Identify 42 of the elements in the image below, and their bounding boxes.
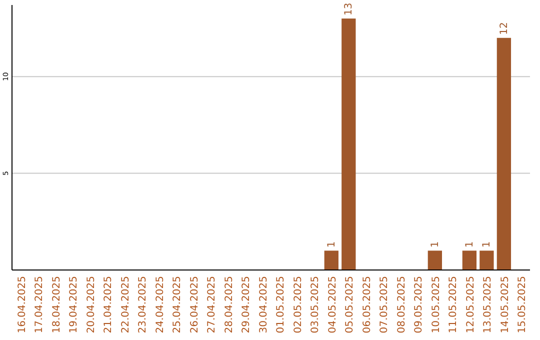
data-label: 1 xyxy=(326,241,338,248)
x-tick-label: 21.04.2025 xyxy=(103,276,114,334)
bar xyxy=(462,250,477,270)
bar xyxy=(324,250,338,270)
x-tick-label: 01.05.2025 xyxy=(276,276,287,334)
x-tick-label: 17.04.2025 xyxy=(34,276,46,334)
x-tick-label: 02.05.2025 xyxy=(292,276,304,334)
x-tick-label: 26.04.2025 xyxy=(189,276,200,334)
x-tick-label: 08.05.2025 xyxy=(396,276,408,334)
x-tick-label: 13.05.2025 xyxy=(482,276,494,334)
bar xyxy=(428,250,442,270)
x-tick-label: 18.04.2025 xyxy=(51,276,62,334)
x-tick-label: 22.04.2025 xyxy=(120,276,132,334)
data-label: 1 xyxy=(482,241,493,248)
x-tick-label: 19.04.2025 xyxy=(68,276,80,334)
x-tick-label: 11.05.2025 xyxy=(448,276,460,334)
x-tick-label: 20.04.2025 xyxy=(86,276,97,334)
bar xyxy=(496,38,512,270)
x-tick-label: 25.04.2025 xyxy=(172,276,184,334)
x-tick-label: 28.04.2025 xyxy=(224,276,235,334)
x-tick-label: 24.04.2025 xyxy=(154,276,166,334)
bar xyxy=(342,18,356,270)
x-tick-label: 30.04.2025 xyxy=(258,276,270,334)
data-label: 1 xyxy=(430,241,441,248)
x-tick-label: 27.04.2025 xyxy=(206,276,218,334)
x-tick-label: 29.04.2025 xyxy=(241,276,252,334)
x-tick-label: 14.05.2025 xyxy=(500,276,511,334)
x-tick-label: 03.05.2025 xyxy=(310,276,322,334)
data-label: 13 xyxy=(344,2,355,16)
x-tick-label: 05.05.2025 xyxy=(344,276,356,334)
bar xyxy=(480,250,494,270)
data-label: 12 xyxy=(498,22,510,35)
x-tick-label: 10.05.2025 xyxy=(430,276,442,334)
x-tick-label: 23.04.2025 xyxy=(138,276,149,334)
x-tick-label: 06.05.2025 xyxy=(362,276,373,334)
x-tick-label: 15.05.2025 xyxy=(517,276,528,334)
x-tick-label: 04.05.2025 xyxy=(327,276,338,334)
x-tick-label: 16.04.2025 xyxy=(16,276,28,334)
x-tick-label: 07.05.2025 xyxy=(379,276,390,334)
x-tick-label: 12.05.2025 xyxy=(465,276,476,334)
data-label: 1 xyxy=(464,241,476,248)
x-tick-label: 09.05.2025 xyxy=(414,276,425,334)
